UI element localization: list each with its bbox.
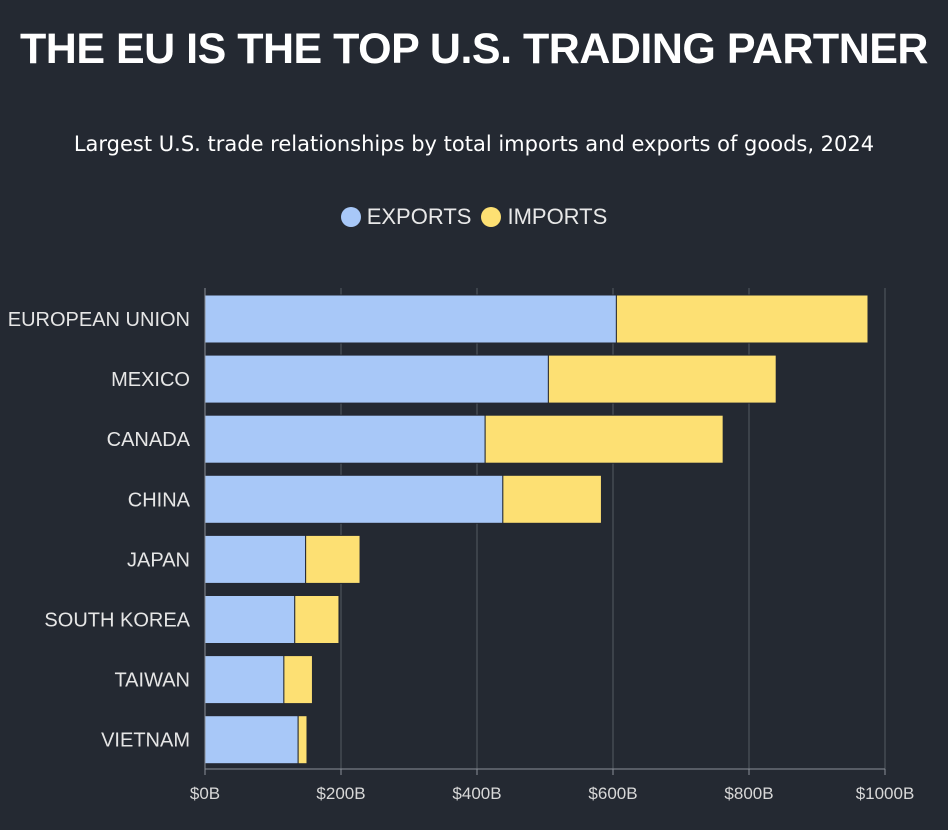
category-label: SOUTH KOREA	[44, 610, 190, 632]
legend-swatch-imports	[481, 207, 502, 227]
bar-exports-taiwan	[204, 655, 285, 705]
bar-exports-vietnam	[204, 715, 299, 765]
x-tick-label: $200B	[316, 784, 365, 803]
legend-label-exports: EXPORTS	[366, 204, 472, 229]
bar-imports-japan	[305, 534, 361, 584]
bar-imports-vietnam	[297, 715, 308, 765]
x-tick-label: $600B	[588, 784, 637, 803]
category-label: CHINA	[128, 489, 191, 511]
bar-exports-china	[204, 474, 504, 524]
bar-exports-mexico	[204, 354, 549, 404]
x-tick-label: $800B	[724, 784, 773, 803]
bar-imports-european-union	[615, 294, 869, 344]
category-label: EUROPEAN UNION	[8, 309, 190, 331]
legend-label-imports: IMPORTS	[507, 204, 608, 229]
bar-imports-canada	[484, 414, 724, 464]
bar-imports-mexico	[547, 354, 777, 404]
x-tick-label: $0B	[190, 784, 220, 803]
bar-exports-canada	[204, 414, 486, 464]
chart-subtitle: Largest U.S. trade relationships by tota…	[73, 132, 875, 156]
bar-exports-european-union	[204, 294, 617, 344]
x-tick-label: $400B	[452, 784, 501, 803]
chart-title: THE EU IS THE TOP U.S. TRADING PARTNER	[20, 25, 928, 73]
category-label: CANADA	[107, 429, 191, 451]
category-label: MEXICO	[111, 369, 190, 391]
legend-item-exports: EXPORTS	[340, 204, 472, 230]
bar-imports-china	[502, 474, 602, 524]
category-label: JAPAN	[127, 549, 190, 571]
legend-item-imports: IMPORTS	[481, 204, 607, 230]
category-label: VIETNAM	[101, 730, 190, 752]
bar-imports-taiwan	[283, 655, 313, 705]
category-label: TAIWAN	[114, 670, 190, 692]
bar-imports-south-korea	[294, 595, 340, 644]
bar-exports-south-korea	[204, 595, 296, 644]
x-tick-label: $1000B	[856, 784, 915, 803]
legend: EXPORTS IMPORTS	[0, 204, 948, 230]
legend-swatch-exports	[340, 207, 361, 227]
bar-exports-japan	[204, 534, 307, 584]
